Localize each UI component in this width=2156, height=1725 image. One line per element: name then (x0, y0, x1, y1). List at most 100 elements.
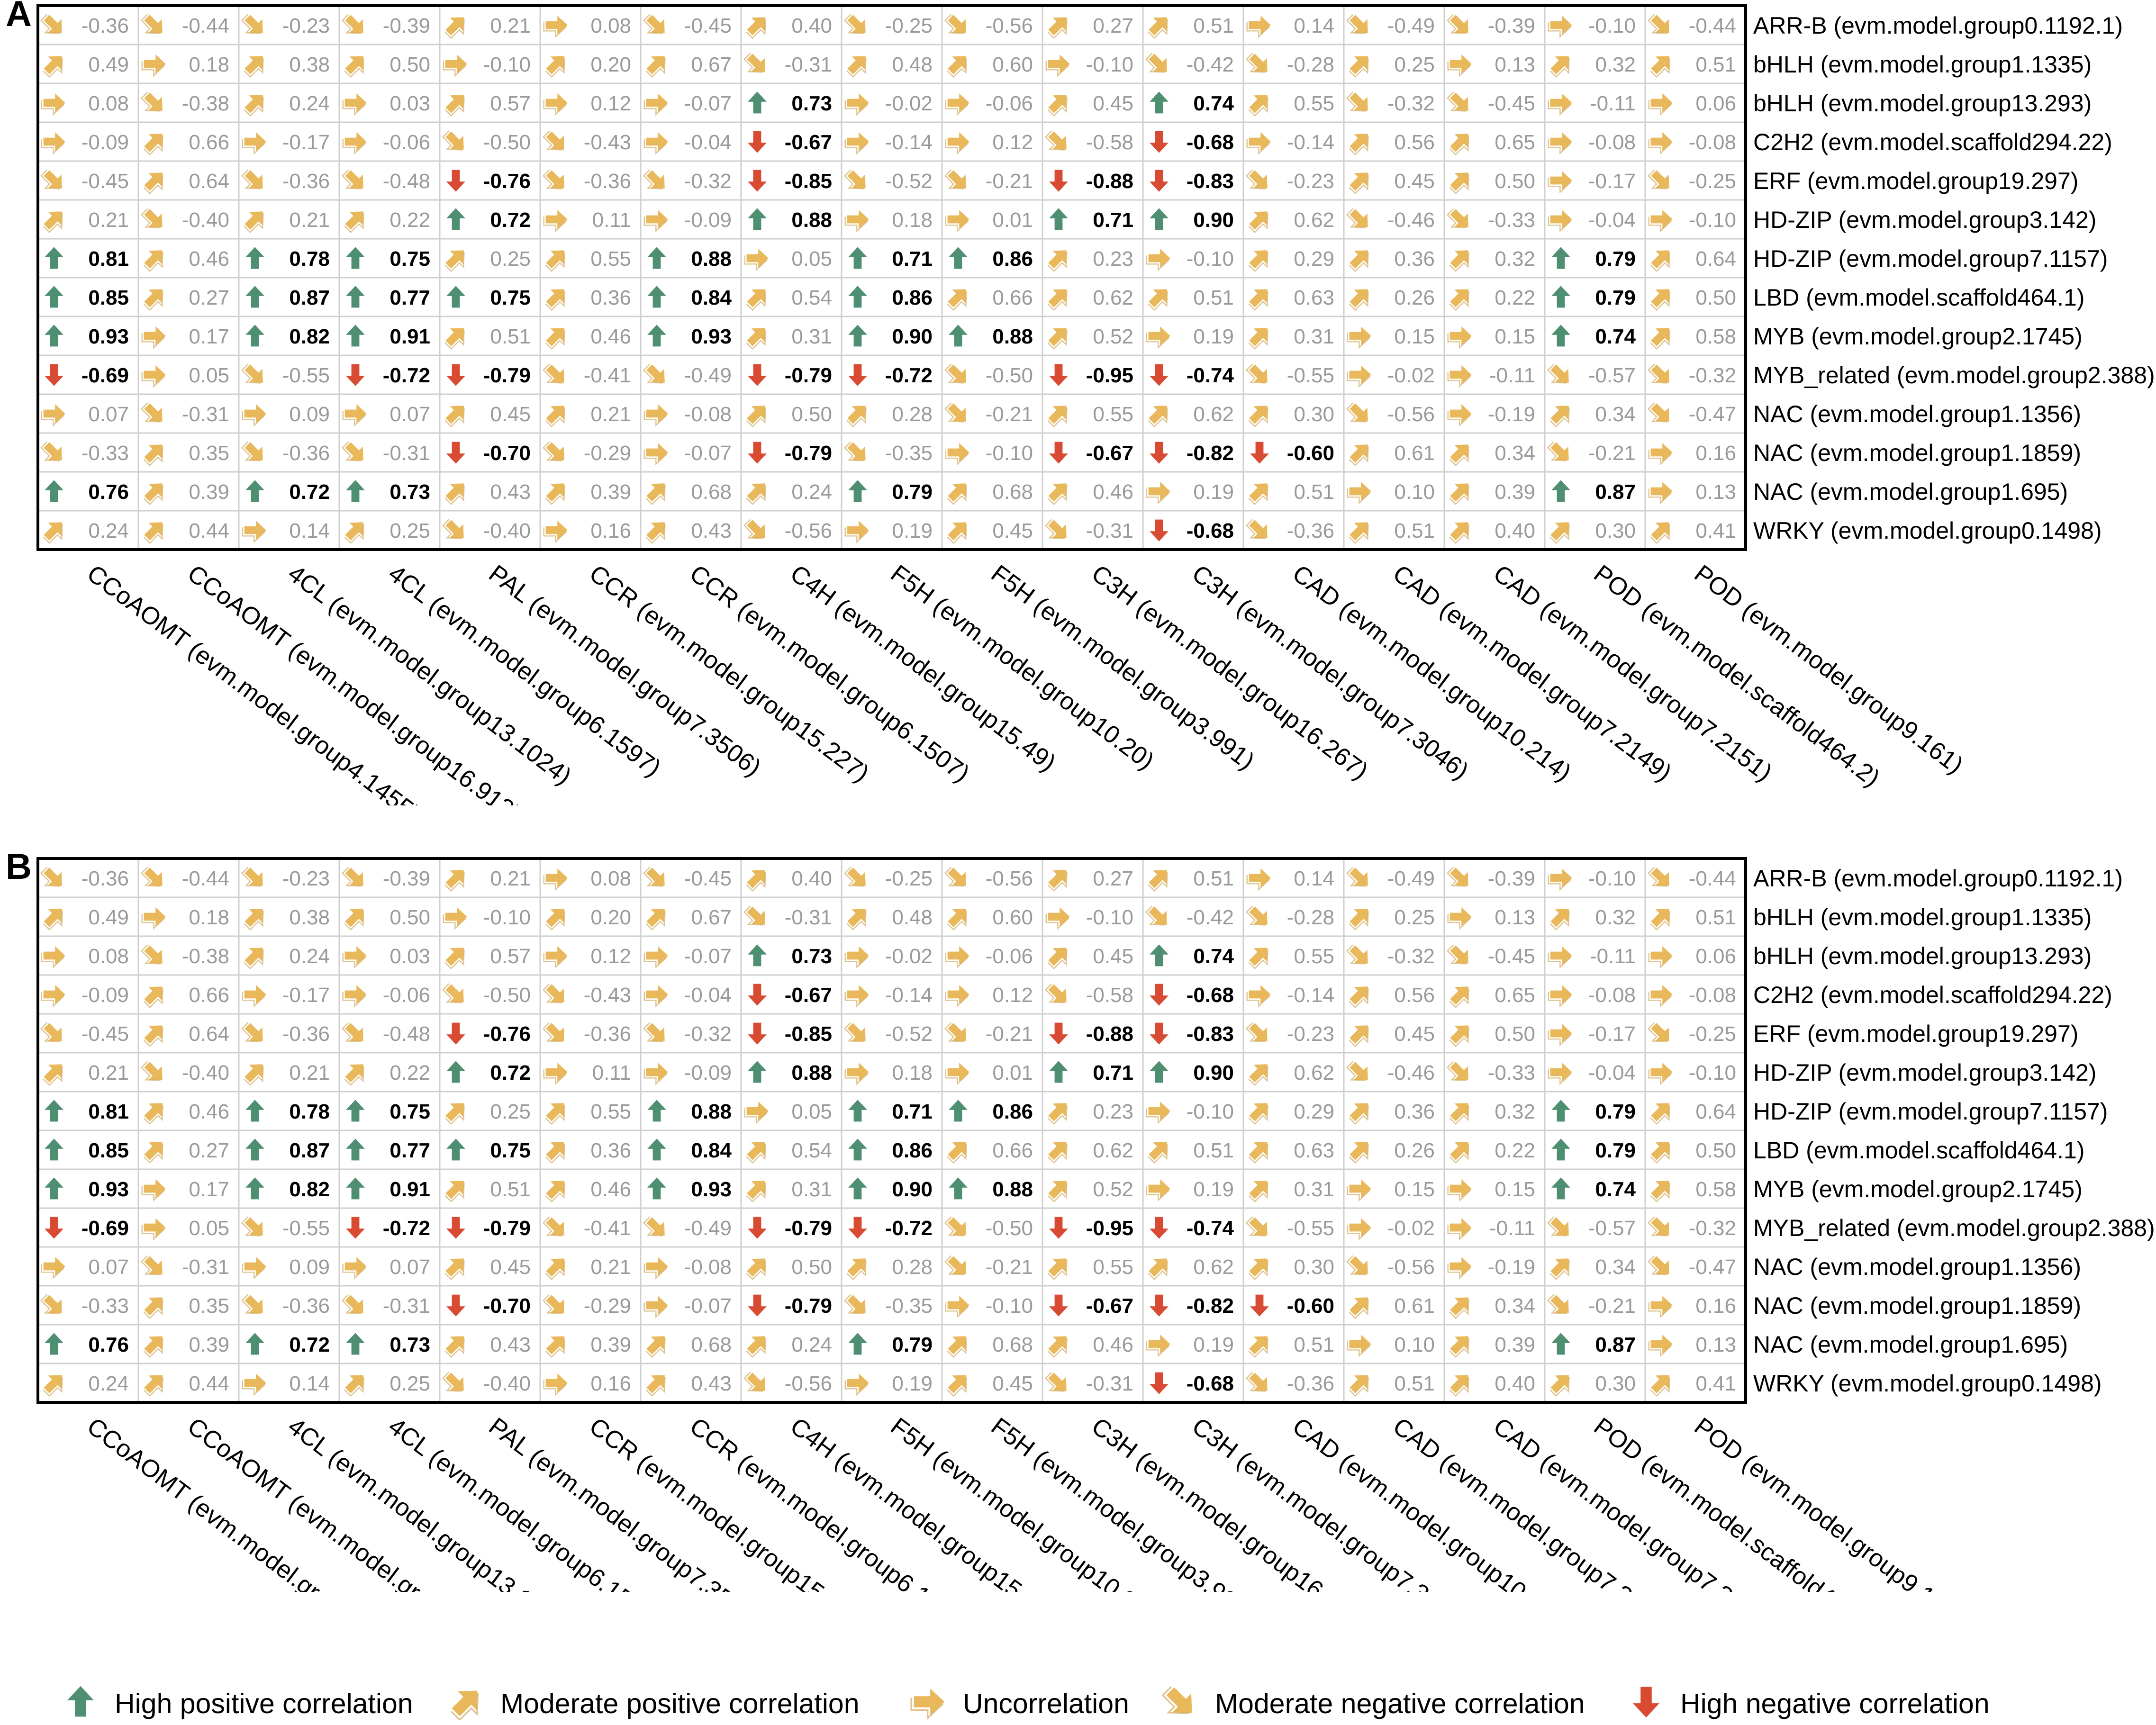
cell-arrow-icon (1248, 947, 1268, 969)
cell-value: -0.07 (684, 92, 732, 115)
cell-value: 0.62 (1193, 403, 1234, 426)
cell-value: -0.04 (1588, 208, 1636, 232)
cell-arrow-icon (744, 248, 770, 271)
cell-value: -0.85 (785, 1022, 832, 1046)
cell-arrow-icon (244, 908, 264, 930)
cell-value: -0.79 (483, 364, 531, 387)
moderate-positive-arrow-icon (451, 1689, 479, 1720)
cell-arrow-icon (1146, 248, 1171, 271)
cell-value: -0.32 (1387, 92, 1435, 115)
cell-arrow-icon (945, 442, 970, 466)
cell-arrow-icon (245, 1176, 265, 1200)
cell-value: -0.69 (82, 1217, 129, 1240)
cell-arrow-icon (442, 1372, 465, 1392)
cell-value: -0.49 (684, 1217, 732, 1240)
cell-value: 0.74 (1193, 945, 1234, 968)
cell-value: 0.12 (992, 131, 1033, 154)
cell-arrow-icon (342, 1256, 368, 1280)
cell-value: 0.45 (992, 519, 1033, 542)
high-positive-arrow-icon (66, 1685, 95, 1718)
cell-arrow-icon (747, 90, 768, 114)
cell-value: -0.21 (986, 403, 1033, 426)
cell-value: 0.09 (289, 403, 330, 426)
cell-value: 0.05 (791, 1100, 832, 1123)
cell-arrow-icon (242, 403, 267, 427)
cell-arrow-icon (141, 906, 167, 930)
cell-arrow-icon (643, 1295, 669, 1319)
row-label: bHLH (evm.model.group13.293) (1753, 90, 2092, 117)
cell-arrow-icon (1047, 947, 1068, 969)
cell-arrow-icon (1650, 327, 1670, 350)
cell-value: 0.86 (892, 286, 933, 309)
cell-value: 0.50 (390, 53, 430, 76)
heatmap-a: -0.36 -0.44 -0.23 -0.39 0.21 0.08 -0.45 0.40 -0.… (36, 4, 2155, 828)
cell-arrow-icon (847, 1099, 868, 1122)
cell-arrow-icon (143, 172, 163, 194)
cell-value: 0.93 (691, 1178, 732, 1201)
cell-arrow-icon (746, 482, 766, 505)
cell-arrow-icon (543, 1062, 569, 1085)
cell-arrow-icon (1248, 327, 1268, 350)
cell-value: 0.51 (1193, 867, 1234, 890)
cell-value: -0.39 (1488, 14, 1535, 37)
cell-value: 0.85 (88, 286, 129, 309)
cell-value: 0.03 (390, 945, 430, 968)
cell-arrow-icon (747, 169, 768, 193)
cell-value: -0.10 (483, 906, 531, 929)
cell-value: -0.49 (684, 364, 732, 387)
cell-arrow-icon (1650, 1102, 1670, 1125)
cell-value: -0.31 (383, 1294, 430, 1318)
cell-value: 0.88 (791, 1061, 832, 1084)
cell-arrow-icon (1648, 14, 1670, 34)
cell-arrow-icon (445, 285, 466, 308)
cell-value: 0.12 (590, 945, 631, 968)
cell-arrow-icon (1148, 405, 1168, 427)
cell-value: -0.08 (1689, 131, 1736, 154)
cell-value: -0.36 (282, 170, 330, 193)
cell-arrow-icon (1349, 1102, 1369, 1125)
cell-value: 0.55 (590, 247, 631, 271)
cell-arrow-icon (1449, 985, 1469, 1008)
cell-value: -0.45 (82, 170, 129, 193)
cell-value: -0.58 (1086, 131, 1133, 154)
cell-value: -0.36 (282, 1022, 330, 1046)
cell-arrow-icon (241, 1294, 264, 1314)
cell-arrow-icon (645, 1374, 666, 1397)
cell-value: 0.79 (1595, 247, 1636, 271)
cell-value: -0.67 (1086, 442, 1133, 465)
cell-value: 0.50 (1495, 170, 1535, 193)
cell-arrow-icon (643, 945, 669, 969)
cell-value: -0.76 (483, 1022, 531, 1046)
cell-value: 0.19 (892, 1372, 933, 1395)
cell-value: 0.66 (992, 286, 1033, 309)
cell-value: 0.86 (992, 247, 1033, 271)
cell-arrow-icon (944, 867, 967, 887)
cell-value: 0.27 (189, 286, 229, 309)
cell-value: -0.35 (885, 1294, 933, 1318)
cell-value: -0.45 (1488, 945, 1535, 968)
cell-value: 0.03 (390, 92, 430, 115)
cell-arrow-icon (1447, 91, 1469, 112)
cell-arrow-icon (1648, 945, 1674, 969)
cell-arrow-icon (944, 1255, 967, 1275)
cell-arrow-icon (645, 908, 666, 930)
cell-value: -0.56 (1387, 1255, 1435, 1279)
cell-value: -0.42 (1187, 53, 1234, 76)
cell-value: 0.43 (490, 480, 531, 504)
cell-value: 0.07 (88, 403, 129, 426)
cell-arrow-icon (1449, 249, 1469, 272)
cell-value: 0.05 (189, 1217, 229, 1240)
cell-value: -0.44 (182, 867, 229, 890)
cell-value: 0.21 (490, 867, 531, 890)
cell-arrow-icon (846, 405, 867, 427)
cell-value: -0.52 (885, 170, 933, 193)
cell-value: -0.82 (1187, 1294, 1234, 1318)
cell-arrow-icon (1648, 131, 1674, 155)
cell-arrow-icon (445, 169, 466, 193)
cell-value: 0.24 (289, 945, 330, 968)
legend-label: High negative correlation (1680, 1688, 1990, 1719)
cell-arrow-icon (1246, 1372, 1268, 1392)
cell-arrow-icon (1349, 1296, 1369, 1319)
cell-arrow-icon (944, 1022, 967, 1042)
cell-arrow-icon (1047, 1335, 1068, 1358)
